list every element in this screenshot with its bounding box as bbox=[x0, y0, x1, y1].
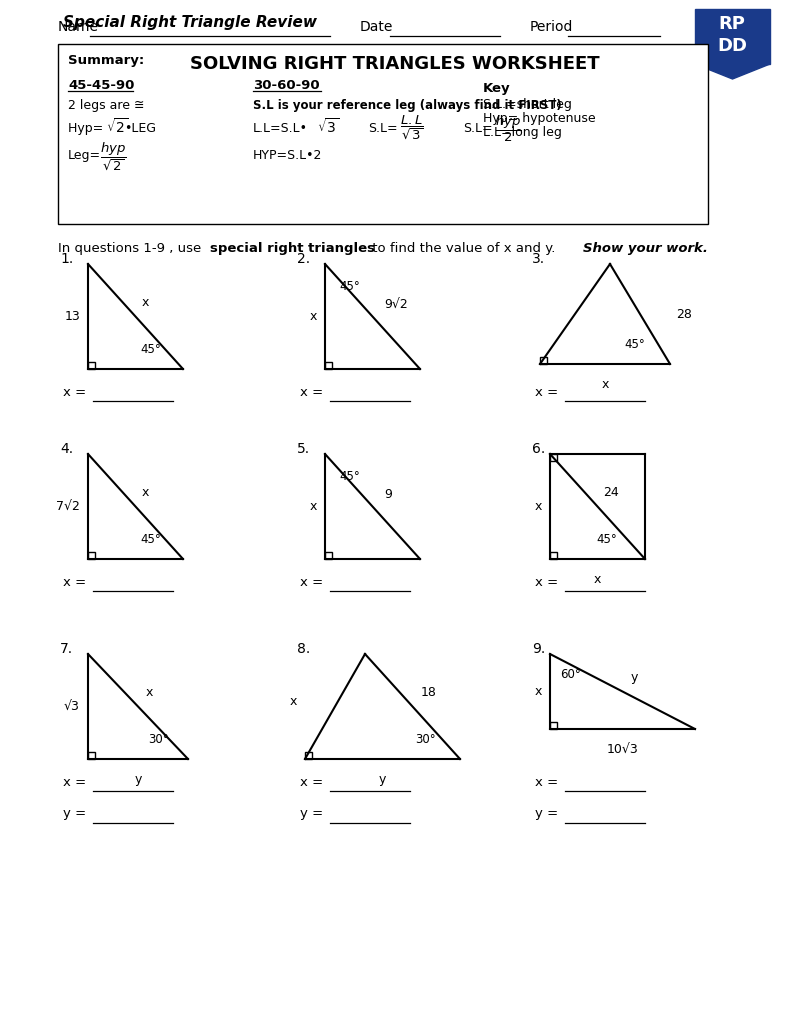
Text: Date: Date bbox=[360, 20, 393, 34]
Text: x =: x = bbox=[535, 385, 562, 398]
Bar bbox=[58, 44, 708, 224]
Text: x =: x = bbox=[63, 575, 90, 589]
Text: $\sqrt{2}$: $\sqrt{2}$ bbox=[106, 117, 128, 136]
Text: DD: DD bbox=[717, 37, 747, 55]
Text: x: x bbox=[142, 485, 149, 499]
Text: 45-45-90: 45-45-90 bbox=[68, 79, 134, 92]
Text: 5.: 5. bbox=[297, 442, 310, 456]
Text: $\dfrac{hyp}{\sqrt{2}}$: $\dfrac{hyp}{\sqrt{2}}$ bbox=[100, 141, 127, 173]
Text: 2 legs are ≅: 2 legs are ≅ bbox=[68, 99, 145, 112]
Text: x: x bbox=[309, 310, 317, 323]
Text: x =: x = bbox=[300, 385, 327, 398]
Text: L.L=long leg: L.L=long leg bbox=[483, 126, 562, 139]
Text: Key: Key bbox=[483, 82, 511, 95]
Text: 18: 18 bbox=[421, 685, 437, 698]
Text: x =: x = bbox=[535, 575, 562, 589]
Text: 30°: 30° bbox=[414, 733, 435, 746]
Text: y =: y = bbox=[535, 808, 562, 820]
Text: x: x bbox=[535, 500, 542, 513]
Text: Period: Period bbox=[530, 20, 573, 34]
Text: x: x bbox=[142, 296, 149, 308]
Text: 45°: 45° bbox=[339, 470, 360, 483]
Text: x: x bbox=[290, 695, 297, 708]
Text: RP: RP bbox=[718, 15, 745, 33]
Text: S.L is your reference leg (always find it FIRST): S.L is your reference leg (always find i… bbox=[253, 99, 562, 112]
Text: 10√3: 10√3 bbox=[607, 743, 638, 756]
Text: x =: x = bbox=[63, 385, 90, 398]
Text: S.L.=short leg: S.L.=short leg bbox=[483, 98, 572, 111]
Text: x: x bbox=[146, 685, 153, 698]
Text: y: y bbox=[134, 773, 142, 786]
Text: Hyp= hypotenuse: Hyp= hypotenuse bbox=[483, 112, 596, 125]
Text: x: x bbox=[535, 685, 542, 698]
Text: 8.: 8. bbox=[297, 642, 310, 656]
Text: y: y bbox=[630, 671, 638, 683]
Text: 3.: 3. bbox=[532, 252, 545, 266]
Text: In questions 1-9 , use: In questions 1-9 , use bbox=[58, 242, 206, 255]
Text: $\sqrt{3}$: $\sqrt{3}$ bbox=[317, 117, 339, 136]
Text: x =: x = bbox=[300, 575, 327, 589]
Text: x =: x = bbox=[535, 775, 562, 788]
Text: 9.: 9. bbox=[532, 642, 545, 656]
Text: 6.: 6. bbox=[532, 442, 545, 456]
Text: x: x bbox=[601, 378, 609, 391]
Text: 9: 9 bbox=[384, 487, 392, 501]
Text: x: x bbox=[594, 573, 601, 586]
Text: 45°: 45° bbox=[141, 343, 161, 356]
Text: y =: y = bbox=[300, 808, 327, 820]
Text: special right triangles: special right triangles bbox=[210, 242, 375, 255]
Polygon shape bbox=[695, 63, 770, 79]
Text: S.L=: S.L= bbox=[368, 122, 398, 135]
Bar bbox=[475, 74, 665, 169]
Text: x =: x = bbox=[63, 775, 90, 788]
Text: 2.: 2. bbox=[297, 252, 310, 266]
Text: 45°: 45° bbox=[339, 280, 360, 293]
Text: x =: x = bbox=[300, 775, 327, 788]
Text: 30°: 30° bbox=[148, 733, 168, 746]
Text: Hyp=: Hyp= bbox=[68, 122, 108, 135]
Text: $\dfrac{L.L}{\sqrt{3}}$: $\dfrac{L.L}{\sqrt{3}}$ bbox=[400, 114, 423, 142]
Text: y =: y = bbox=[63, 808, 90, 820]
Text: 7√2: 7√2 bbox=[56, 500, 80, 513]
Text: Special Right Triangle Review: Special Right Triangle Review bbox=[63, 15, 317, 30]
Text: 45°: 45° bbox=[625, 338, 645, 351]
Text: Leg=: Leg= bbox=[68, 150, 101, 162]
Text: x: x bbox=[309, 500, 317, 513]
Text: Name: Name bbox=[58, 20, 99, 34]
Text: 60°: 60° bbox=[560, 668, 581, 681]
FancyBboxPatch shape bbox=[695, 9, 770, 63]
Text: 28: 28 bbox=[676, 307, 692, 321]
Text: 24: 24 bbox=[604, 485, 619, 499]
Text: L.L=S.L•: L.L=S.L• bbox=[253, 122, 308, 135]
Text: √3: √3 bbox=[64, 700, 80, 713]
Text: 45°: 45° bbox=[141, 534, 161, 546]
Text: HYP=S.L•2: HYP=S.L•2 bbox=[253, 150, 323, 162]
Text: Show your work.: Show your work. bbox=[583, 242, 708, 255]
Text: 1.: 1. bbox=[60, 252, 74, 266]
Text: $\dfrac{hyp}{2}$: $\dfrac{hyp}{2}$ bbox=[495, 114, 521, 144]
Text: 4.: 4. bbox=[60, 442, 73, 456]
Text: 7.: 7. bbox=[60, 642, 73, 656]
Text: 45°: 45° bbox=[596, 534, 617, 546]
Text: 13: 13 bbox=[64, 310, 80, 323]
Text: 9√2: 9√2 bbox=[384, 298, 408, 310]
Text: y: y bbox=[379, 773, 386, 786]
Text: SOLVING RIGHT TRIANGLES WORKSHEET: SOLVING RIGHT TRIANGLES WORKSHEET bbox=[190, 55, 600, 73]
Text: Summary:: Summary: bbox=[68, 54, 144, 67]
Text: to find the value of x and y.: to find the value of x and y. bbox=[368, 242, 564, 255]
Text: S.L=: S.L= bbox=[463, 122, 493, 135]
Text: •LEG: •LEG bbox=[124, 122, 156, 135]
Text: 30-60-90: 30-60-90 bbox=[253, 79, 320, 92]
